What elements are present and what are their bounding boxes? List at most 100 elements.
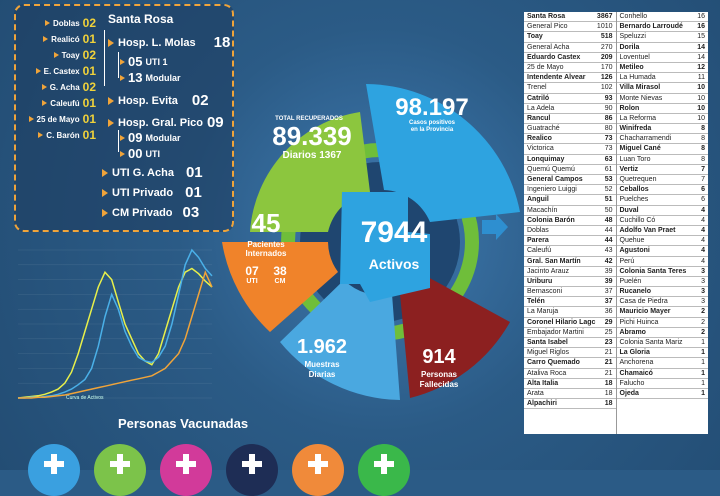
table-row: Trenel 102: [524, 83, 616, 94]
locality-count: 12: [697, 63, 705, 71]
bracket-line: [118, 130, 119, 152]
table-row: Falucho 1: [616, 379, 708, 389]
locality-count: 1: [701, 359, 705, 367]
locality-name: Bernasconi: [527, 288, 563, 296]
town-item: Doblas 02: [20, 16, 96, 30]
table-row: 25 de Mayo 170: [524, 63, 616, 74]
uti-priv-label: UTI Privado: [112, 186, 174, 199]
locality-count: 44: [604, 237, 613, 245]
locality-name: Santa Rosa: [527, 13, 566, 20]
locality-count: 39: [604, 267, 613, 275]
table-row: Vertiz 7: [616, 165, 708, 175]
locality-count: 73: [604, 145, 613, 153]
table-row: Jacinto Arauz 39: [524, 267, 616, 277]
table-row: Miguel Cané 8: [616, 144, 708, 155]
locality-name: Falucho: [619, 379, 645, 387]
arrow-icon: [41, 84, 47, 90]
table-row: Perú 4: [616, 257, 708, 267]
town-name: E. Castex: [43, 66, 80, 76]
locality-count: 7: [701, 165, 705, 173]
locality-name: Guatraché: [527, 125, 560, 133]
town-value: 02: [82, 16, 96, 30]
bracket-line: [118, 52, 119, 78]
hosp-molas: Hosp. L. Molas 18: [108, 34, 230, 51]
locality-count: 1: [701, 369, 705, 377]
town-name: Toay: [61, 50, 80, 60]
locality-count: 4: [701, 216, 705, 224]
bracket-line: [104, 30, 105, 86]
locality-count: 23: [604, 339, 613, 346]
locality-name: Uriburu: [527, 277, 553, 285]
locality-name: Colonia Santa Teres: [619, 267, 687, 275]
table-row: Gral. San Martín 42: [524, 257, 616, 267]
town-value: 01: [82, 128, 96, 142]
locality-name: Winifreda: [619, 125, 652, 133]
internados-value: 45: [251, 208, 281, 238]
locality-count: 10: [697, 94, 705, 102]
cm-priv-value: 03: [182, 204, 200, 221]
locality-name: Casa de Piedra: [619, 298, 668, 306]
cm-priv: CM Privado 03: [102, 204, 199, 221]
table-row: Guatraché 80: [524, 124, 616, 135]
table-row: Coronel Hilario Lagc 29: [524, 318, 616, 328]
locality-count: 11: [697, 74, 705, 82]
table-row: Colonia Santa Teres 3: [616, 267, 708, 277]
table-row: Santa Isabel 23: [524, 338, 616, 349]
locality-name: Gral. San Martín: [527, 257, 581, 265]
hospital-panel: Santa Rosa Doblas 02 Realicó 01 Toay 02 E. Cas…: [14, 4, 234, 232]
town-value: 02: [82, 80, 96, 94]
locality-count: 93: [604, 94, 613, 102]
table-row: La Humada 11: [616, 73, 708, 84]
locality-name: Vertiz: [619, 165, 639, 173]
locality-name: Coronel Hilario Lagc: [527, 318, 596, 326]
locality-count: 42: [604, 257, 613, 265]
uti-priv-value: 01: [185, 184, 202, 201]
locality-name: Miguel Cané: [619, 145, 661, 153]
arrow-icon: [102, 168, 108, 177]
hosp-evita-value: 02: [191, 92, 209, 109]
locality-count: 8: [701, 135, 705, 143]
fallecidas-label2: Fallecidas: [419, 380, 459, 389]
segment-fallecidas: [400, 276, 510, 398]
locality-name: Cuchillo Có: [619, 216, 656, 224]
positivos-value: 98.197: [395, 94, 469, 121]
town-item: Caleufú 01: [20, 96, 96, 110]
segment-muestras: [280, 280, 400, 400]
table-row: Quetrequen 7: [616, 175, 708, 186]
table-row: Rucanelo 3: [616, 287, 708, 298]
locality-count: 16: [697, 13, 705, 20]
table-row: Toay 518: [524, 32, 616, 43]
locality-name: Loventuel: [619, 53, 650, 61]
town-name: Doblas: [52, 18, 80, 28]
hosp-pico-value: 09: [206, 114, 224, 131]
stats-ring: [222, 84, 520, 400]
table-row: Colonia Barón 48: [524, 216, 616, 226]
locality-count: 39: [604, 277, 613, 285]
internados-label2: Internados: [245, 249, 287, 258]
hosp-evita: Hosp. Evita 02: [108, 92, 209, 109]
locality-name: Embajador Martini: [527, 328, 584, 336]
locality-name: La Gloria: [619, 349, 650, 357]
locality-name: Colonia Barón: [527, 216, 575, 224]
active-count: 7944: [360, 216, 428, 249]
table-row: Catriló 93: [524, 94, 616, 104]
locality-name: Toay: [527, 33, 543, 41]
locality-name: La Humada: [619, 74, 656, 82]
town-name: G. Acha: [49, 82, 80, 92]
locality-name: La Maruja: [527, 308, 559, 316]
locality-count: 1: [701, 389, 705, 397]
locality-name: La Adela: [527, 104, 555, 112]
table-row: Colonia Santa Mariz 1: [616, 338, 708, 349]
uti-acha: UTI G. Acha 01: [102, 164, 203, 181]
locality-count: 2: [701, 328, 705, 336]
muestras-label1: Muestras: [304, 360, 340, 369]
table-row: Miguel Riglos 21: [524, 348, 616, 359]
town-value: 01: [82, 32, 96, 46]
table-row: Chacharramendi 8: [616, 134, 708, 145]
table-row: Luan Toro 8: [616, 155, 708, 165]
uti1-label: UTI 1: [145, 56, 168, 67]
uti1: 05 UTI 1: [120, 54, 167, 69]
table-row: Monte Nievas 10: [616, 94, 708, 104]
locality-name: Duval: [619, 206, 639, 214]
locality-name: Victorica: [527, 145, 554, 153]
